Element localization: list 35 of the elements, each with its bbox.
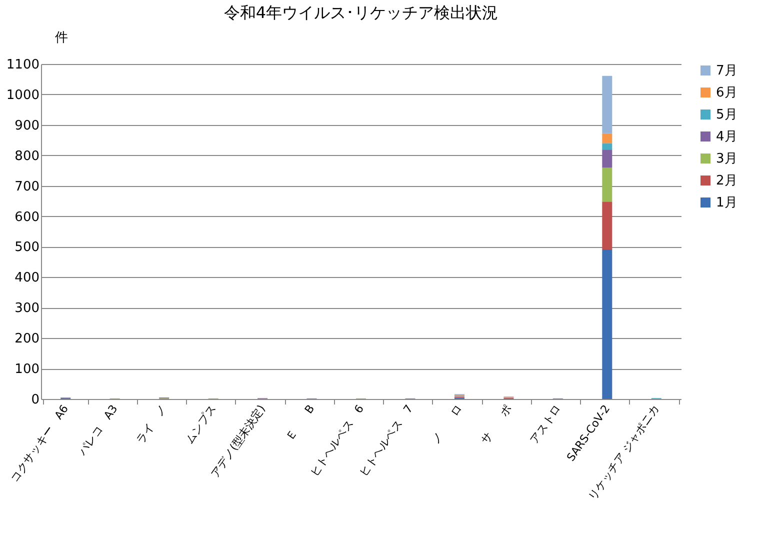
bar bbox=[602, 249, 612, 399]
bar bbox=[602, 202, 612, 250]
y-tick-label: 500 bbox=[14, 240, 40, 256]
bar bbox=[602, 133, 612, 144]
x-tick-label: パレコ A3 bbox=[75, 402, 120, 459]
legend-label: 1月 bbox=[716, 196, 738, 210]
bar bbox=[602, 143, 612, 150]
y-tick-label: 200 bbox=[14, 332, 40, 347]
x-tick-label: ノ ロ bbox=[428, 402, 465, 446]
y-tick-label: 700 bbox=[14, 179, 40, 194]
y-tick-label: 600 bbox=[14, 210, 40, 225]
legend-label: 2月 bbox=[716, 174, 738, 188]
y-tick-label: 1000 bbox=[6, 88, 40, 103]
y-tick-label: 300 bbox=[14, 301, 40, 316]
y-tick-label: 400 bbox=[14, 270, 40, 286]
x-tick-label: アストロ bbox=[527, 402, 564, 446]
y-tick-label: 1100 bbox=[6, 58, 40, 72]
y-tick-label: 100 bbox=[14, 362, 40, 378]
chart-title: 令和4年ウイルス･リケッチア検出状況 bbox=[224, 3, 498, 22]
y-tick-label: 0 bbox=[31, 392, 40, 408]
y-axis-title: 件 bbox=[55, 30, 68, 46]
x-tick-label: Ｅ B bbox=[283, 402, 318, 444]
x-tick-label: ムンプス bbox=[182, 402, 219, 446]
legend-label: 5月 bbox=[716, 108, 738, 122]
y-tick-label: 900 bbox=[14, 118, 40, 134]
legend-label: 6月 bbox=[716, 86, 738, 100]
legend-label: 3月 bbox=[716, 152, 738, 166]
x-tick-label: ライ ノ bbox=[134, 402, 170, 446]
bar bbox=[602, 150, 612, 168]
bar bbox=[602, 76, 612, 134]
bar bbox=[602, 168, 612, 202]
legend-label: 4月 bbox=[716, 130, 738, 144]
y-tick-label: 800 bbox=[14, 148, 40, 164]
legend-label: 7月 bbox=[716, 64, 738, 78]
x-tick-label: サ ポ bbox=[478, 402, 514, 446]
